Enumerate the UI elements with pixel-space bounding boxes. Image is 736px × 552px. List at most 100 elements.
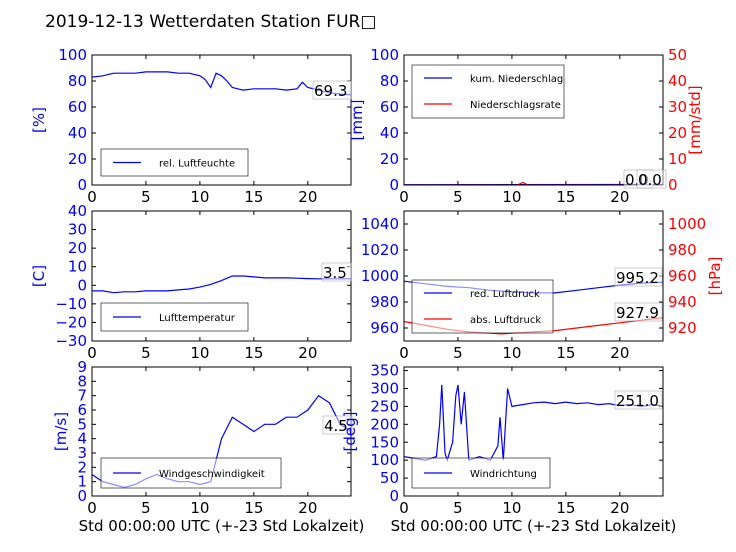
y-tick-label-wind_speed-5: 5: [77, 415, 87, 433]
legend-label-temperature-0: Lufttemperatur: [159, 313, 236, 324]
annotation-pressure-1: 927.9: [616, 304, 659, 322]
y-tick-label-wind_dir-50: 50: [380, 469, 399, 487]
y-tick-label-temperature-0: 0: [77, 276, 87, 294]
x-tick-label-wind_speed-20: 20: [298, 499, 317, 517]
x-tick-label-wind_dir-5: 5: [453, 499, 463, 517]
y-tick-label-wind_dir-0: 0: [389, 487, 399, 505]
y-tick-label-pressure-1020: 1020: [361, 241, 399, 259]
y-tick-label-wind_speed-7: 7: [77, 387, 87, 405]
annotation-wind_dir-0: 251.0: [616, 392, 659, 410]
annotation-box-pressure-0: [614, 267, 663, 287]
y-tick-label-humidity-80: 80: [68, 72, 87, 90]
series-line-temperature-0: [92, 275, 351, 294]
y-tick-label-wind_speed-3: 3: [77, 444, 87, 462]
y-tick-label-temperature-20: 20: [68, 239, 87, 257]
axes-frame-wind_dir: [403, 366, 664, 497]
y-tick-label-wind_speed-9: 9: [77, 358, 87, 376]
annotation-box-pressure-1: [614, 302, 663, 322]
y-axis-label-wind_speed: [m/s]: [52, 412, 70, 451]
y-tick-label-humidity-100: 100: [58, 46, 87, 64]
y-tick-label-temperature-−20: −20: [55, 313, 87, 331]
x-tick-label-precip-20: 20: [610, 188, 629, 206]
y-tick-label-wind_dir-250: 250: [370, 397, 399, 415]
figure-title: 2019-12-13 Wetterdaten Station FUR□: [45, 12, 376, 32]
y-tick-label-humidity-40: 40: [68, 124, 87, 142]
legend-label-pressure-0: red. Luftdruck: [470, 289, 540, 300]
y-tick-label-wind_dir-300: 300: [370, 380, 399, 398]
y-tick-label-wind_dir-350: 350: [370, 362, 399, 380]
annotation-box-temperature-0: [321, 262, 352, 282]
y-tick-label-pressure-1040: 1040: [361, 215, 399, 233]
chart-panel-humidity: 0 5 10 15 20 0 20 40 60 80 100 [%] rel. Luftfeuchte 6…: [30, 46, 352, 206]
y2-tick-label-precip-10: 10: [668, 150, 687, 168]
y-tick-label-pressure-980: 980: [370, 293, 399, 311]
x-tick-label-temperature-20: 20: [298, 344, 317, 362]
y-tick-label-pressure-960: 960: [370, 319, 399, 337]
y-tick-label-wind_speed-8: 8: [77, 372, 87, 390]
x-tick-label-precip-10: 10: [502, 188, 521, 206]
x-tick-label-wind_speed-0: 0: [87, 499, 97, 517]
series-line-precip-1: [404, 181, 663, 185]
y-tick-label-precip-60: 60: [380, 98, 399, 116]
x-tick-label-wind_speed-15: 15: [244, 499, 263, 517]
x-tick-label-pressure-0: 0: [399, 344, 409, 362]
y-tick-label-precip-40: 40: [380, 124, 399, 142]
legend-label-wind_speed-0: Windgeschwindigkeit: [159, 469, 265, 480]
x-tick-label-wind_dir-0: 0: [399, 499, 409, 517]
y-tick-label-humidity-60: 60: [68, 98, 87, 116]
y-axis-label-temperature: [C]: [30, 265, 48, 287]
axes-frame-humidity: [91, 54, 352, 186]
y-tick-label-precip-20: 20: [380, 150, 399, 168]
x-tick-label-humidity-10: 10: [190, 188, 209, 206]
annotation-box-humidity-0: [312, 80, 352, 100]
y2-tick-label-pressure-980: 980: [668, 241, 697, 259]
y-tick-label-temperature-10: 10: [68, 258, 87, 276]
y2-tick-label-precip-0: 0: [668, 176, 678, 194]
y-tick-label-precip-100: 100: [370, 46, 399, 64]
y2-tick-label-pressure-960: 960: [668, 267, 697, 285]
y-tick-label-wind_speed-0: 0: [77, 487, 87, 505]
legend-label-precip-1: Niederschlagsrate: [470, 100, 561, 111]
annotation-box-wind_speed-0: [322, 415, 353, 435]
y-tick-label-wind_dir-150: 150: [370, 433, 399, 451]
annotation-wind_speed-0: 4.5: [324, 417, 348, 435]
x-tick-label-temperature-5: 5: [141, 344, 151, 362]
y-tick-label-humidity-0: 0: [77, 176, 87, 194]
y-axis-label-wind_dir: [deg]: [341, 412, 359, 452]
legend-label-pressure-1: abs. Luftdruck: [470, 315, 541, 326]
chart-panel-precip: 0 5 10 15 20 0 20 40 60 80 100 0 10 20 30 40 50 [mm] [mm/s…: [348, 46, 704, 206]
x-tick-label-wind_dir-10: 10: [502, 499, 521, 517]
legend-label-humidity-0: rel. Luftfeuchte: [159, 159, 235, 170]
x-tick-label-humidity-20: 20: [298, 188, 317, 206]
x-axis-label-wind_dir: Std 00:00:00 UTC (+-23 Std Lokalzeit): [391, 517, 677, 535]
annotation-box-wind_dir-0: [614, 390, 663, 410]
y-tick-label-precip-80: 80: [380, 72, 399, 90]
y-tick-label-precip-0: 0: [389, 176, 399, 194]
y-axis-label-humidity: [%]: [30, 107, 48, 133]
x-tick-label-humidity-5: 5: [141, 188, 151, 206]
x-tick-label-precip-0: 0: [399, 188, 409, 206]
y-tick-label-wind_dir-100: 100: [370, 451, 399, 469]
x-tick-label-humidity-0: 0: [87, 188, 97, 206]
y2-tick-label-pressure-940: 940: [668, 293, 697, 311]
y-tick-label-wind_dir-200: 200: [370, 415, 399, 433]
y2-tick-label-pressure-1000: 1000: [668, 215, 706, 233]
x-tick-label-pressure-10: 10: [502, 344, 521, 362]
x-tick-label-wind_speed-5: 5: [141, 499, 151, 517]
y2-tick-label-precip-40: 40: [668, 72, 687, 90]
y-tick-label-wind_speed-1: 1: [77, 473, 87, 491]
y2-tick-label-pressure-920: 920: [668, 319, 697, 337]
legend-box-pressure: [411, 279, 554, 334]
chart-panel-temperature: 0 5 10 15 20−30−20−10010203040[C]Lufttempera…: [30, 202, 352, 362]
chart-panel-pressure: 0 5 10 15 20 960 980 1000 1020 1040 920 940 960 980 10…: [361, 210, 724, 362]
x-tick-label-pressure-5: 5: [453, 344, 463, 362]
x-tick-label-temperature-15: 15: [244, 344, 263, 362]
y-tick-label-temperature-−10: −10: [55, 295, 87, 313]
annotation-precip-1: 0.0: [638, 171, 662, 189]
x-tick-label-pressure-20: 20: [610, 344, 629, 362]
y2-tick-label-precip-20: 20: [668, 124, 687, 142]
y-tick-label-wind_speed-6: 6: [77, 401, 87, 419]
y2-axis-label-pressure: [hPa]: [706, 257, 724, 296]
